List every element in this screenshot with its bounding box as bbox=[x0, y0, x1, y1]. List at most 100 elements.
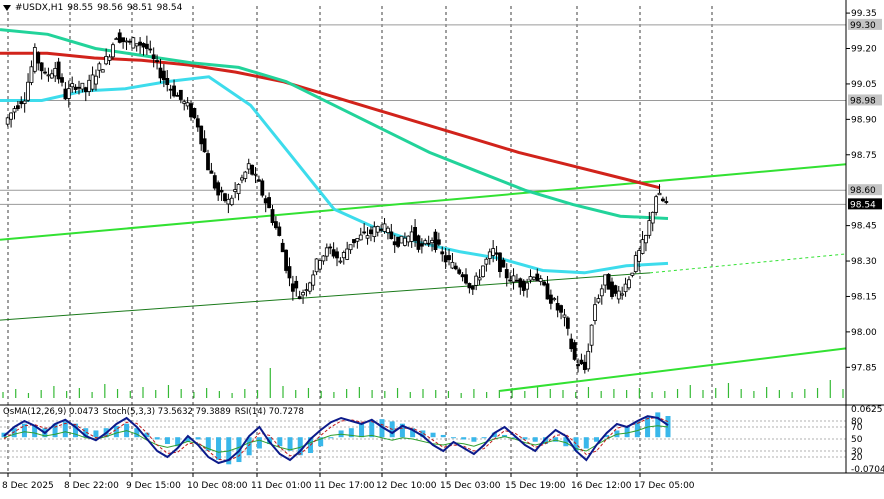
osma-bar bbox=[216, 437, 222, 460]
candle-body bbox=[233, 189, 238, 192]
candle-body bbox=[70, 83, 75, 88]
osma-bar bbox=[287, 437, 293, 451]
candle-body bbox=[226, 198, 231, 205]
candle-body bbox=[555, 303, 560, 311]
candle-body bbox=[528, 276, 533, 281]
candle-body bbox=[219, 189, 224, 193]
osma-bar bbox=[246, 437, 252, 456]
osma-bar bbox=[359, 423, 365, 438]
osma-bar bbox=[348, 428, 354, 438]
osma-bar bbox=[113, 425, 119, 438]
candle-body bbox=[158, 67, 163, 79]
time-label: 12 Dec 10:00 bbox=[376, 481, 437, 491]
price-tick-label: 99.20 bbox=[851, 45, 877, 55]
time-label: 8 Dec 22:00 bbox=[64, 481, 119, 491]
candle-body bbox=[426, 242, 431, 245]
stoch-signal-line bbox=[3, 416, 669, 462]
osma-bar bbox=[52, 423, 58, 438]
candle-body bbox=[372, 226, 377, 237]
candle-body bbox=[155, 60, 159, 63]
candle-body bbox=[474, 275, 479, 286]
stoch-label: Stoch(5,3,3) 73.5632 79.3889 bbox=[102, 407, 231, 417]
candle-body bbox=[168, 88, 173, 91]
current-price-label: 98.54 bbox=[850, 200, 876, 210]
candle-body bbox=[77, 86, 81, 89]
current-price-box bbox=[848, 198, 882, 210]
osma-bar bbox=[593, 437, 599, 442]
candle-body bbox=[396, 236, 401, 247]
price-tick-label: 98.45 bbox=[851, 222, 877, 232]
candle-body bbox=[365, 235, 370, 239]
candle-body bbox=[172, 85, 176, 97]
candle-body bbox=[311, 274, 316, 286]
osma-bar bbox=[11, 428, 17, 438]
candle-body bbox=[338, 260, 343, 263]
osma-bar bbox=[502, 434, 508, 438]
osma-bar bbox=[175, 437, 181, 447]
price-tick-label: 99.35 bbox=[851, 9, 877, 19]
candle-body bbox=[107, 56, 112, 61]
channel-middle-dashed bbox=[649, 253, 847, 274]
channel-lines[interactable] bbox=[0, 163, 847, 392]
ohlc-low: 98.51 bbox=[126, 3, 153, 13]
osma-bar bbox=[471, 437, 477, 442]
osma-bar bbox=[450, 437, 456, 439]
price-tick-label: 98.90 bbox=[851, 115, 877, 125]
candle-body bbox=[487, 251, 492, 259]
volume-layer bbox=[2, 368, 844, 398]
candle-body bbox=[650, 211, 655, 224]
dropdown-triangle-icon[interactable] bbox=[3, 5, 11, 11]
candle-body bbox=[267, 197, 272, 209]
osma-bar bbox=[164, 437, 170, 444]
candle-body bbox=[290, 283, 295, 292]
symbol-title: #USDX,H1 bbox=[15, 3, 64, 13]
candle-body bbox=[138, 41, 142, 46]
candle-body bbox=[440, 251, 445, 255]
rsi-label: RSI(14) 70.7278 bbox=[234, 407, 304, 417]
candle-body bbox=[331, 249, 336, 257]
osc-axis-label: 80 bbox=[851, 417, 863, 427]
candle-body bbox=[199, 125, 204, 145]
grid-layer bbox=[0, 6, 846, 473]
candle-body bbox=[26, 81, 30, 101]
osma-bar bbox=[205, 437, 211, 451]
candle-body bbox=[630, 272, 635, 276]
osc-axis-label: -0.0704 bbox=[851, 465, 884, 475]
oscillator-header: OsMA(12,26,9) 0.0473 Stoch(5,3,3) 73.563… bbox=[3, 407, 304, 417]
candle-body bbox=[657, 192, 662, 196]
candle-body bbox=[664, 201, 669, 203]
candle-body bbox=[640, 239, 645, 254]
candle-body bbox=[525, 282, 530, 290]
symbol-header[interactable]: #USDX,H1 98.55 98.56 98.51 98.54 bbox=[0, 1, 182, 15]
candle-body bbox=[538, 278, 543, 282]
candle-body bbox=[470, 285, 475, 290]
candle-body bbox=[484, 258, 489, 265]
candle-body bbox=[345, 248, 350, 260]
osma-label: OsMA(12,26,9) 0.0473 bbox=[3, 407, 99, 417]
candle-body bbox=[19, 101, 24, 105]
candle-body bbox=[582, 361, 587, 371]
time-label: 9 Dec 15:00 bbox=[126, 481, 181, 491]
candle-body bbox=[141, 43, 146, 48]
osma-bar bbox=[154, 437, 160, 440]
osma-bar bbox=[399, 423, 405, 438]
candle-body bbox=[165, 77, 170, 85]
candle-body bbox=[273, 221, 278, 229]
candle-body bbox=[409, 231, 414, 242]
candle-body bbox=[117, 32, 122, 43]
osma-bar bbox=[604, 434, 610, 438]
candle-body bbox=[73, 86, 78, 90]
candle-body bbox=[182, 101, 187, 104]
candle-body bbox=[202, 138, 207, 153]
candle-body bbox=[9, 112, 13, 120]
osma-bar bbox=[440, 434, 446, 438]
candle-body bbox=[610, 281, 614, 297]
candle-body bbox=[250, 164, 255, 175]
candle-body bbox=[240, 177, 244, 181]
candle-body bbox=[32, 47, 37, 72]
time-label: 15 Dec 19:00 bbox=[505, 481, 566, 491]
candle-body bbox=[301, 292, 305, 296]
candle-body bbox=[314, 258, 319, 273]
